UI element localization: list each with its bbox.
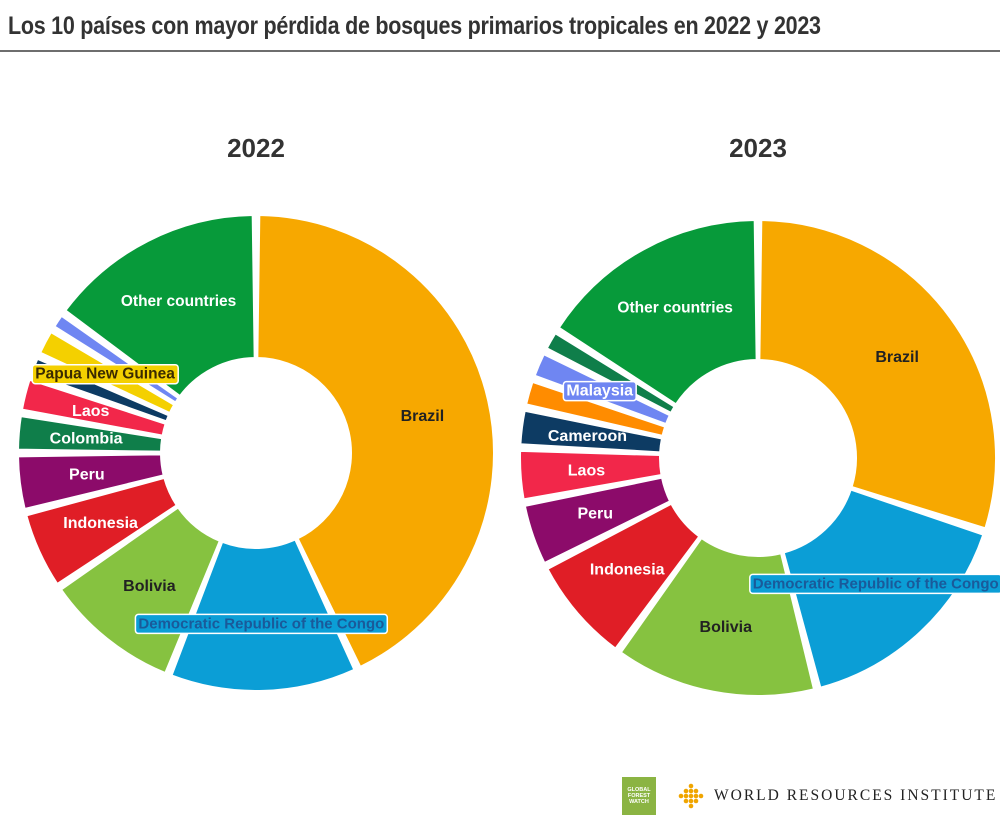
global-forest-watch-logo: GLOBAL FOREST WATCH: [622, 777, 656, 815]
slice-brazil: [758, 219, 997, 530]
donut-chart-2023: 2023 Brazil Democratic Republic of the Con…: [519, 133, 1000, 697]
slice-label-colombia: Colombia: [50, 431, 123, 448]
chart-title: 2023: [729, 133, 787, 163]
slice-label-badge: [749, 573, 1000, 595]
slice-label-other-countries: Other countries: [617, 299, 732, 316]
slice-label-indonesia: Indonesia: [590, 562, 665, 579]
title-divider: [0, 50, 1000, 52]
slice-colombia: [17, 414, 164, 453]
slice-label-democratic-republic-of-the-congo: Democratic Republic of the Congo: [753, 575, 999, 592]
slice-unlabeled-7: [524, 380, 667, 438]
slice-indonesia: [25, 476, 179, 586]
slice-peru: [17, 453, 165, 511]
slice-label-laos: Laos: [72, 403, 109, 420]
slice-other-countries: [557, 219, 758, 406]
page-title: Los 10 países con mayor pérdida de bosqu…: [8, 12, 821, 40]
slice-indonesia: [546, 502, 701, 650]
slice-label-brazil: Brazil: [875, 349, 919, 366]
slice-peru: [523, 476, 672, 565]
slice-label-malaysia: Malaysia: [566, 383, 633, 400]
slice-label-peru: Peru: [577, 506, 613, 523]
wri-name: WORLD RESOURCES INSTITUTE: [714, 787, 998, 804]
slice-brazil: [256, 214, 495, 669]
slice-label-other-countries: Other countries: [121, 293, 236, 310]
footer-logos: GLOBAL FOREST WATCH WORLD RESOURCES INST…: [622, 776, 997, 816]
slice-laos: [20, 378, 167, 437]
slice-label-brazil: Brazil: [401, 408, 445, 425]
slice-label-peru: Peru: [69, 466, 105, 483]
slice-laos: [519, 449, 663, 501]
slice-unlabeled-9: [545, 331, 676, 415]
slice-label-papua-new-guinea: Papua New Guinea: [35, 366, 175, 383]
slice-label-bolivia: Bolivia: [123, 578, 176, 595]
donut-chart-2022: 2022 Brazil Democratic Republic of the Con…: [17, 133, 495, 692]
slice-label-indonesia: Indonesia: [63, 515, 138, 532]
slice-label-badge: [31, 363, 179, 385]
slice-other-countries: [64, 214, 256, 398]
slice-label-cameroon: Cameroon: [548, 428, 627, 445]
slice-label-laos: Laos: [568, 462, 605, 479]
slice-label-bolivia: Bolivia: [700, 619, 753, 636]
chart-title: 2022: [227, 133, 285, 163]
slice-label-badge: [562, 380, 637, 402]
slice-label-badge: [134, 613, 389, 635]
wri-logo-icon: [678, 783, 704, 809]
slice-label-democratic-republic-of-the-congo: Democratic Republic of the Congo: [138, 615, 384, 632]
gfw-logo-text: GLOBAL FOREST WATCH: [627, 787, 651, 805]
slice-cameroon: [519, 409, 664, 454]
